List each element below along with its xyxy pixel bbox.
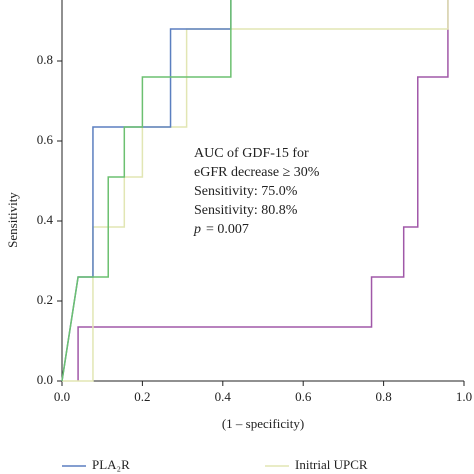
annotation: eGFR decrease ≥ 30%	[194, 165, 320, 180]
annotation: AUC of GDF-15 for	[194, 146, 309, 161]
y-axis-label: Sensitivity	[5, 192, 20, 248]
legend-label: PLA₂R	[92, 457, 130, 472]
x-tick-label: 1.0	[456, 389, 472, 404]
annotation: Sensitivity: 80.8%	[194, 203, 298, 218]
roc-line	[61, 0, 232, 382]
x-tick-label: 0.8	[375, 389, 391, 404]
x-tick-label: 0.2	[134, 389, 150, 404]
x-tick-label: 0.4	[215, 389, 232, 404]
y-tick-label: 0.8	[37, 52, 53, 67]
y-tick-label: 0.6	[37, 132, 54, 147]
x-axis-label: (1 – specificity)	[222, 416, 304, 431]
x-tick-label: 0.6	[295, 389, 312, 404]
y-tick-label: 0.2	[37, 292, 53, 307]
annotation: p	[193, 222, 201, 237]
legend-label: Initrial UPCR	[295, 457, 368, 472]
x-tick-label: 0.0	[54, 389, 70, 404]
roc-line	[77, 0, 449, 381]
annotation: Sensitivity: 75.0%	[194, 184, 298, 199]
y-tick-label: 0.4	[37, 212, 54, 227]
y-tick-label: 0.0	[37, 372, 53, 387]
roc-line	[62, 0, 449, 382]
annotation: = 0.007	[206, 222, 249, 237]
